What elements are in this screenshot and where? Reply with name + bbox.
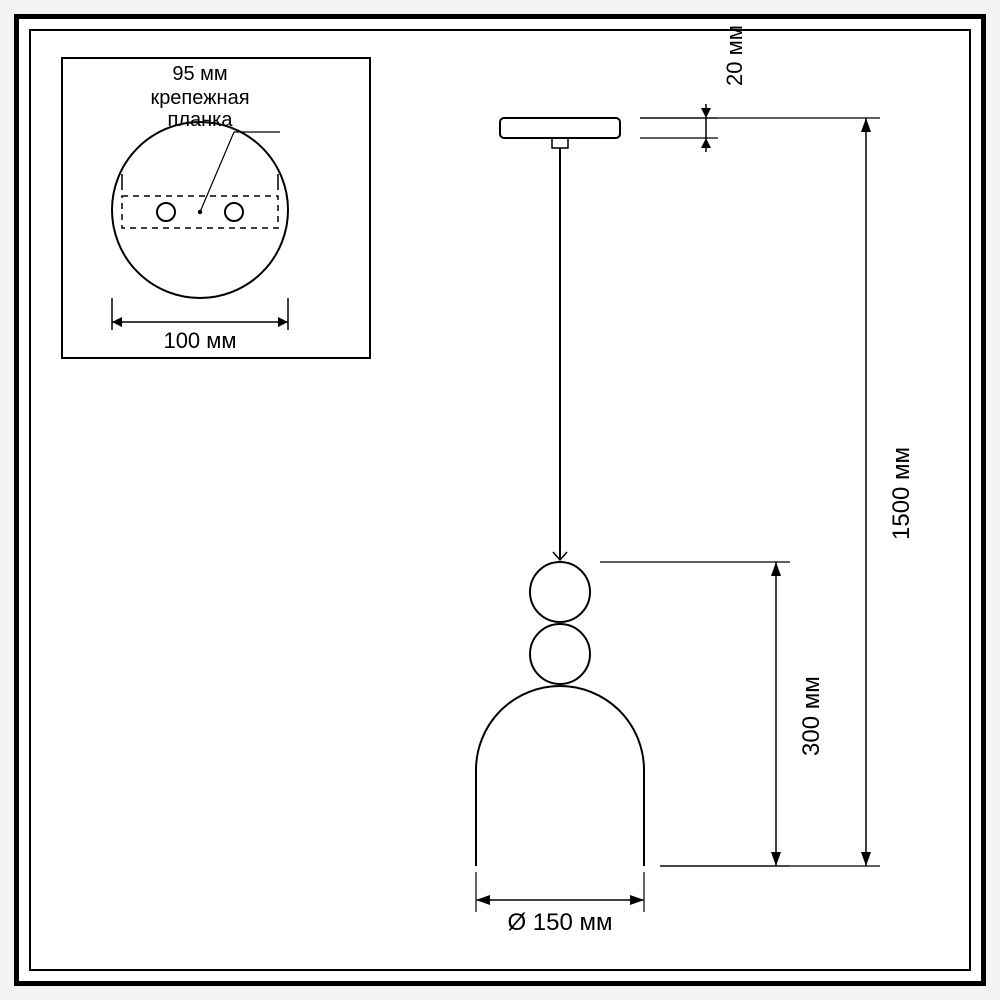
dim-canopy-h: 20 мм [722,25,748,86]
dim-shade-h: 300 мм [798,676,826,756]
dim-diameter: Ø 150 мм [507,909,612,936]
dim-total-h: 1500 мм [888,447,916,540]
main-diagram: Ø 150 мм [0,0,1000,1000]
